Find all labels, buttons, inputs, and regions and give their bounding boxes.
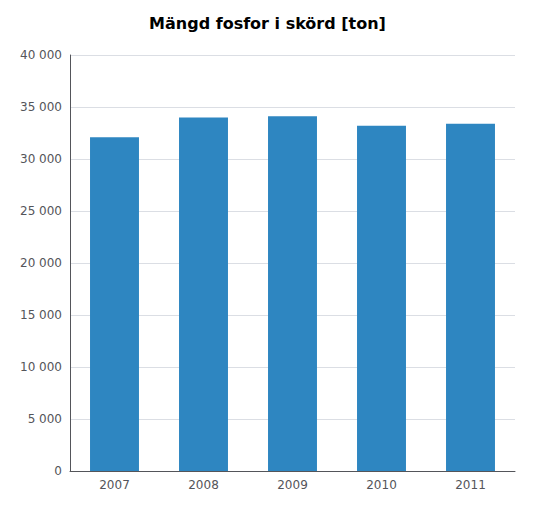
svg-text:30 000: 30 000: [20, 152, 62, 166]
svg-text:15 000: 15 000: [20, 308, 62, 322]
svg-text:2007: 2007: [99, 478, 130, 492]
svg-text:20 000: 20 000: [20, 256, 62, 270]
svg-text:25 000: 25 000: [20, 204, 62, 218]
svg-text:2009: 2009: [277, 478, 308, 492]
svg-text:35 000: 35 000: [20, 100, 62, 114]
svg-text:0: 0: [54, 464, 62, 478]
svg-text:10 000: 10 000: [20, 360, 62, 374]
svg-text:2011: 2011: [455, 478, 486, 492]
svg-text:5 000: 5 000: [28, 412, 62, 426]
svg-text:Mängd fosfor i skörd [ton]: Mängd fosfor i skörd [ton]: [149, 14, 386, 33]
svg-text:2010: 2010: [366, 478, 397, 492]
svg-text:40 000: 40 000: [20, 48, 62, 62]
svg-text:2008: 2008: [188, 478, 219, 492]
